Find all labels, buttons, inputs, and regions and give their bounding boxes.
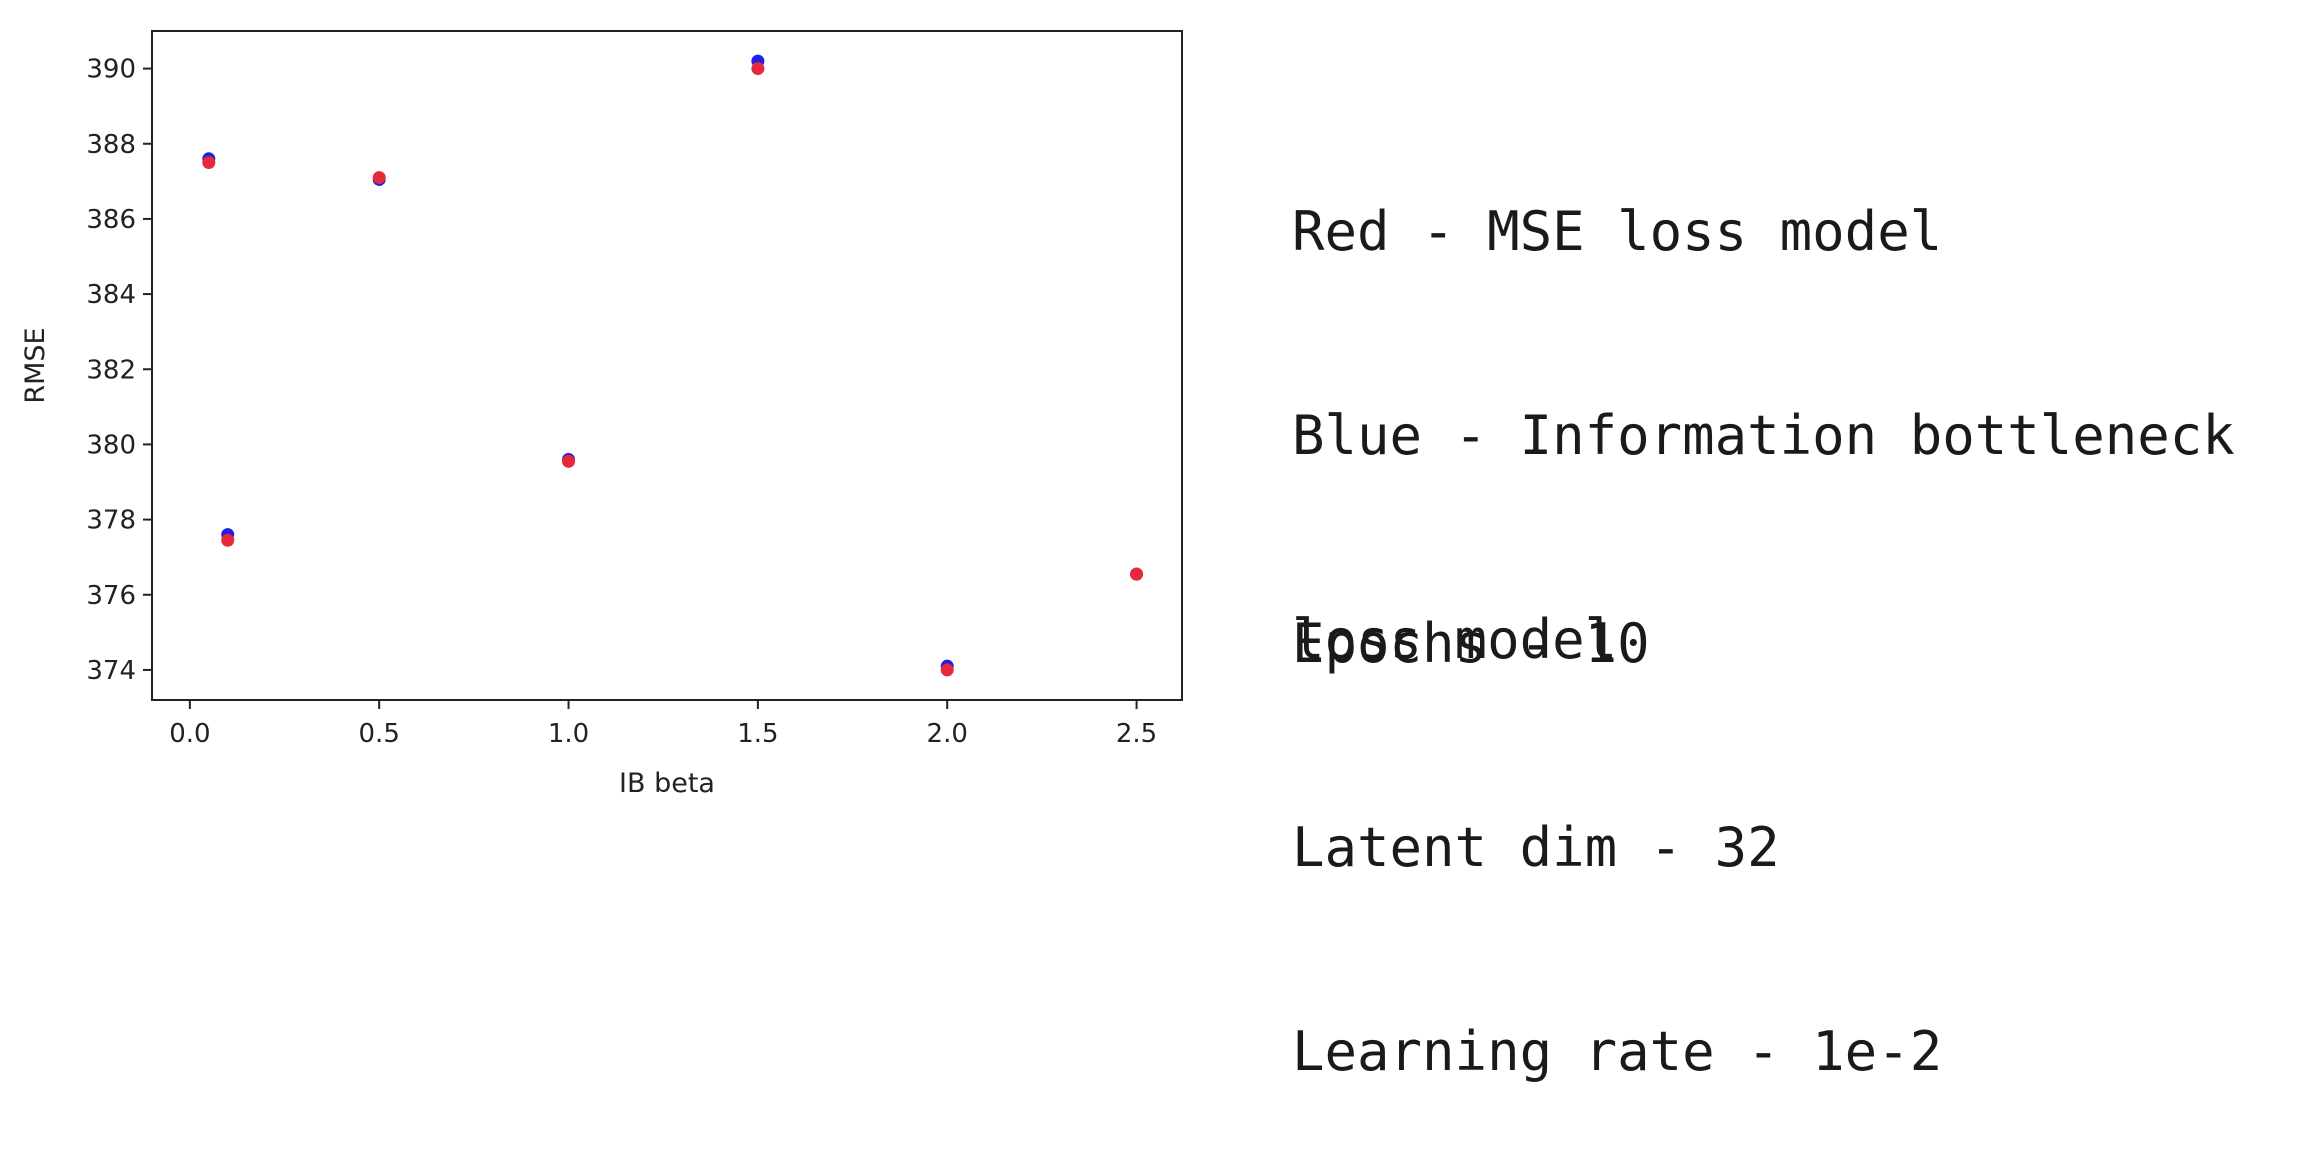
legend-note-blue-continued: loss model (1292, 608, 1618, 671)
x-axis-label: IB beta (619, 768, 715, 799)
data-point-red (751, 62, 765, 76)
y-tick-label: 374 (86, 656, 136, 686)
param-latent-dim: Latent dim - 32 (1292, 816, 1780, 879)
x-tick-label: 2.0 (927, 719, 968, 749)
y-axis-ticks: 374 376 378 380 382 384 386 388 390 (86, 55, 152, 686)
y-axis-label: RMSE (20, 327, 51, 403)
plot-layer (202, 54, 1144, 677)
y-tick-label: 382 (86, 355, 136, 385)
x-tick-label: 0.0 (169, 719, 210, 749)
data-point-red (940, 663, 954, 677)
plot-frame (151, 30, 1183, 701)
x-tick-label: 1.0 (548, 719, 589, 749)
y-tick-label: 390 (86, 55, 136, 85)
legend-note-red: Red - MSE loss model (1292, 200, 1943, 263)
data-point-red (221, 533, 235, 547)
y-tick-label: 386 (86, 205, 136, 235)
x-axis-ticks: 0.0 0.5 1.0 1.5 2.0 2.5 (169, 700, 1157, 749)
x-tick-label: 2.5 (1116, 719, 1157, 749)
y-tick-label: 388 (86, 130, 136, 160)
data-point-red (562, 454, 576, 468)
y-tick-label: 380 (86, 430, 136, 460)
data-point-red (202, 156, 216, 170)
y-tick-label: 376 (86, 581, 136, 611)
x-tick-label: 1.5 (737, 719, 778, 749)
data-point-red (372, 171, 386, 185)
data-point-red (1130, 567, 1144, 581)
legend-note-blue: Blue - Information bottleneck (1292, 404, 2235, 467)
param-epochs: Epochs - 10 (1292, 612, 1650, 675)
training-params-notes: Epochs - 10 Latent dim - 32 Learning rat… (1292, 474, 1942, 1154)
y-tick-label: 378 (86, 506, 136, 536)
x-tick-label: 0.5 (359, 719, 400, 749)
series-red-points (202, 62, 1144, 677)
y-tick-label: 384 (86, 280, 136, 310)
scatter-chart: 0.0 0.5 1.0 1.5 2.0 2.5 374 376 378 380 382 384 386… (20, 30, 1183, 799)
param-learning-rate: Learning rate - 1e-2 (1292, 1020, 1943, 1083)
series-blue-points (202, 54, 1144, 673)
legend-notes: Red - MSE loss model Blue - Information … (1292, 62, 2235, 742)
